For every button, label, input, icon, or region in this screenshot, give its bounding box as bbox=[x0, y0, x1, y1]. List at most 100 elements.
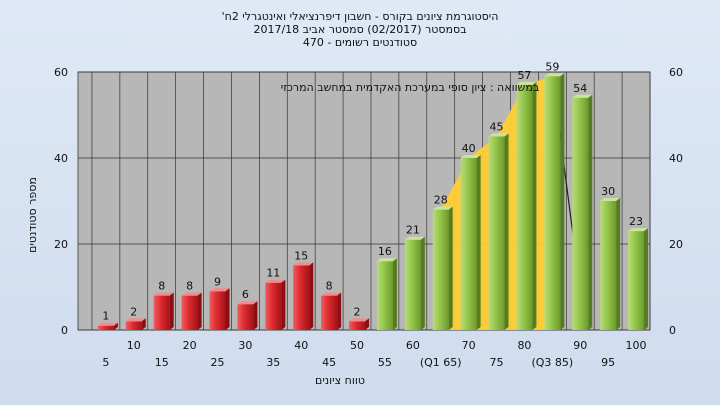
bar-body bbox=[516, 84, 533, 331]
y-tick-label-left: 60 bbox=[54, 66, 68, 79]
bar-side bbox=[588, 94, 593, 330]
bar-body bbox=[544, 76, 561, 330]
y-tick-label-left: 40 bbox=[54, 152, 68, 165]
bar-side bbox=[644, 228, 649, 330]
bar-top bbox=[432, 206, 453, 210]
bar-top bbox=[293, 262, 314, 266]
data-label: 2 bbox=[354, 305, 361, 318]
x-tick-label: 30 bbox=[238, 339, 252, 352]
bar-body bbox=[97, 325, 114, 330]
title-line: 'היסטוגרמת ציונים בקורס - חשבון דיפרנציא… bbox=[222, 10, 499, 23]
y-axis-title: מספר סטודנטים bbox=[26, 177, 39, 253]
bar-top bbox=[572, 94, 593, 98]
bar-body bbox=[432, 209, 449, 330]
bar-(Q3 85) bbox=[544, 73, 565, 331]
bar-top bbox=[181, 292, 202, 296]
x-tick-label: 60 bbox=[406, 339, 420, 352]
bar-side bbox=[113, 322, 118, 330]
bar-100 bbox=[628, 228, 649, 330]
y-tick-label-right: 20 bbox=[669, 238, 683, 251]
bar-side bbox=[392, 258, 397, 330]
bar-body bbox=[153, 295, 170, 330]
bar-top bbox=[265, 279, 286, 283]
data-label: 40 bbox=[462, 142, 476, 155]
bar-side bbox=[560, 73, 565, 331]
y-tick-label-left: 0 bbox=[61, 324, 68, 337]
bar-body bbox=[265, 282, 282, 330]
bar-side bbox=[141, 318, 146, 330]
data-label: 16 bbox=[378, 245, 392, 258]
data-label: 30 bbox=[601, 185, 615, 198]
bar-45 bbox=[321, 292, 342, 330]
bar-35 bbox=[265, 279, 286, 330]
bar-side bbox=[476, 155, 481, 330]
x-tick-label: 100 bbox=[626, 339, 647, 352]
bar-top bbox=[628, 228, 649, 232]
data-label: 28 bbox=[434, 194, 448, 207]
bar-body bbox=[488, 136, 505, 330]
x-tick-label: 5 bbox=[102, 356, 109, 369]
bar-top bbox=[376, 258, 397, 262]
bar-body bbox=[209, 291, 226, 330]
bar-5 bbox=[97, 322, 118, 330]
bar-body bbox=[349, 321, 366, 330]
bar-30 bbox=[237, 301, 258, 330]
bar-top bbox=[321, 292, 342, 296]
x-tick-label: 15 bbox=[155, 356, 169, 369]
bar-side bbox=[448, 206, 453, 330]
bar-50 bbox=[349, 318, 370, 330]
bar-10 bbox=[125, 318, 146, 330]
x-tick-label: 40 bbox=[294, 339, 308, 352]
bar-side bbox=[309, 262, 314, 330]
bar-side bbox=[197, 292, 202, 330]
bar-80 bbox=[516, 81, 537, 331]
bar-top bbox=[349, 318, 370, 322]
x-tick-label: 75 bbox=[490, 356, 504, 369]
data-label: 2 bbox=[130, 305, 137, 318]
bar-top bbox=[97, 322, 118, 326]
bar-top bbox=[544, 73, 565, 77]
data-label: 8 bbox=[158, 280, 165, 293]
bar-side bbox=[532, 81, 537, 331]
x-tick-label: (Q3 85) bbox=[531, 356, 573, 369]
bar-side bbox=[225, 288, 230, 330]
data-label: 8 bbox=[326, 280, 333, 293]
chart-annotation: במשוואה : ציון סופי במערכת האקדמית במחשב… bbox=[281, 81, 539, 94]
bar-90 bbox=[572, 94, 593, 330]
bar-25 bbox=[209, 288, 230, 330]
bar-body bbox=[628, 231, 645, 330]
bar-body bbox=[460, 158, 477, 330]
bar-top bbox=[460, 155, 481, 158]
bar-top bbox=[516, 81, 537, 85]
y-tick-label-right: 40 bbox=[669, 152, 683, 165]
bars bbox=[97, 73, 649, 331]
x-tick-label: 95 bbox=[601, 356, 615, 369]
bar-body bbox=[125, 321, 142, 330]
data-label: 21 bbox=[406, 224, 420, 237]
x-tick-label: 70 bbox=[462, 339, 476, 352]
bar-side bbox=[504, 133, 509, 330]
bar-15 bbox=[153, 292, 174, 330]
x-axis-title: טווח ציונים bbox=[315, 374, 365, 387]
bar-side bbox=[420, 236, 425, 330]
y-tick-label-right: 0 bbox=[669, 324, 676, 337]
bar-95 bbox=[600, 198, 621, 330]
data-label: 59 bbox=[545, 60, 559, 73]
data-label: 6 bbox=[242, 288, 249, 301]
x-tick-label: 90 bbox=[573, 339, 587, 352]
bar-75 bbox=[488, 133, 509, 330]
bar-body bbox=[572, 97, 589, 330]
bar-top bbox=[404, 236, 425, 240]
bar-side bbox=[169, 292, 174, 330]
data-label: 57 bbox=[517, 69, 531, 82]
data-label: 11 bbox=[266, 267, 280, 280]
bar-body bbox=[237, 304, 254, 330]
bar-side bbox=[616, 198, 621, 330]
bar-side bbox=[365, 318, 370, 330]
bar-body bbox=[376, 261, 393, 330]
data-label: 23 bbox=[629, 215, 643, 228]
x-tick-label: 55 bbox=[378, 356, 392, 369]
data-label: 1 bbox=[102, 310, 109, 323]
